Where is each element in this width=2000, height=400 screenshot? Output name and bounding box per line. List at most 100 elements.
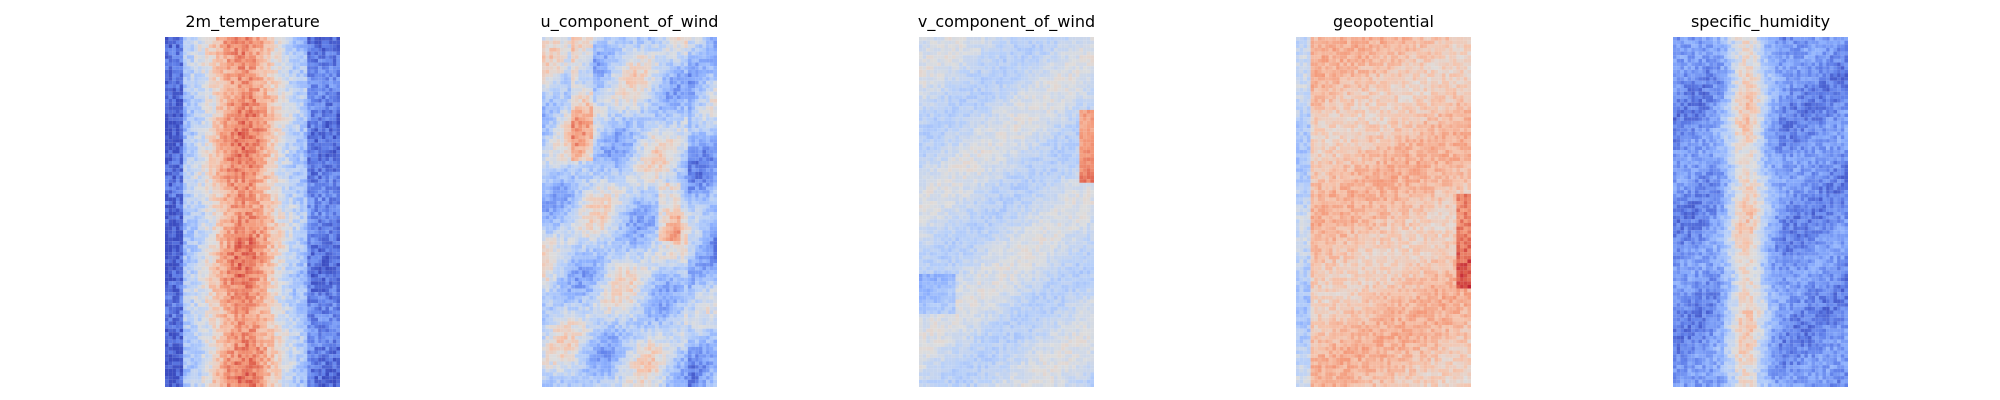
heatmap-cell [175,128,180,132]
heatmap-cell [629,62,634,67]
heatmap-cell [230,113,235,118]
heatmap-cell [165,237,169,242]
heatmap-cell [256,69,260,74]
heatmap-cell [248,168,253,172]
heatmap-cell [234,376,238,380]
heatmap-cell [168,197,173,202]
heatmap-cell [270,299,275,304]
heatmap-cell [172,62,176,67]
heatmap-cell [175,55,180,59]
heatmap-cell [219,135,224,140]
heatmap-cell [274,357,279,362]
heatmap-cell [223,175,228,180]
heatmap-cell [318,117,322,121]
heatmap-cell [307,124,311,129]
heatmap-cell [237,102,242,107]
heatmap-cell [296,197,300,202]
heatmap-cell [194,332,198,337]
heatmap-cell [585,40,590,45]
heatmap-cell [175,95,180,100]
heatmap-cell [223,332,228,337]
heatmap-cell [314,55,319,59]
heatmap-cell [263,273,268,278]
heatmap-cell [208,197,213,202]
heatmap-cell [285,40,290,45]
heatmap-cell [329,226,333,231]
heatmap-cell [285,237,290,242]
heatmap-cell [706,55,710,59]
heatmap-cell [186,376,191,380]
heatmap-cell [172,255,176,260]
heatmap-cell [168,164,173,169]
heatmap-cell [314,376,319,380]
heatmap-cell [183,226,187,231]
heatmap-cell [186,354,191,358]
heatmap-cell [194,150,198,154]
heatmap-cell [212,117,217,121]
heatmap-cell [303,339,308,344]
heatmap-cell [223,124,228,129]
heatmap-cell [205,212,209,216]
heatmap-cell [245,339,249,344]
heatmap-cell [226,321,231,326]
heatmap-cell [288,365,293,369]
heatmap-cell [299,383,304,387]
heatmap-cell [237,208,242,213]
heatmap-cell [256,91,260,96]
heatmap-cell [205,230,209,234]
heatmap-cell [329,335,333,340]
heatmap-cell [329,84,333,89]
heatmap-cell [241,157,246,162]
heatmap-cell [205,350,209,355]
heatmap-cell [175,179,180,183]
heatmap-cell [281,325,286,329]
heatmap-cell [230,69,235,74]
heatmap-cell [263,263,268,267]
heatmap-cell [329,314,333,318]
heatmap-cell [325,212,330,216]
heatmap-cell [234,332,238,337]
heatmap-cell [256,248,260,253]
heatmap-cell [223,179,228,183]
heatmap-cell [278,255,282,260]
heatmap-cell [329,37,333,41]
heatmap-cell [194,153,198,158]
heatmap-cell [259,354,264,358]
heatmap-cell [197,215,202,220]
heatmap-cell [713,37,717,41]
heatmap-cell [172,142,176,147]
heatmap-cell [245,44,249,48]
heatmap-cell [278,273,282,278]
heatmap-cell [190,365,195,369]
heatmap-cell [183,314,187,318]
heatmap-cell [216,379,220,384]
heatmap-cell [230,117,235,121]
heatmap-cell [321,343,326,347]
heatmap-cell [165,354,169,358]
heatmap-cell [194,306,198,311]
heatmap-cell [325,91,330,96]
heatmap-cell [303,47,308,52]
heatmap-cell [234,135,238,140]
heatmap-cell [248,106,253,110]
heatmap-cell [223,361,228,366]
heatmap-cell [259,339,264,344]
heatmap-cell [216,208,220,213]
heatmap-cell [307,171,311,176]
heatmap-cell [216,44,220,48]
heatmap-cell [292,215,297,220]
heatmap-cell [285,303,290,307]
heatmap-cell [197,376,202,380]
heatmap-cell [622,37,626,41]
panel-2m-temperature: 2m_temperature [165,0,340,400]
heatmap-cell [296,109,300,114]
heatmap-cell [252,84,257,89]
heatmap-cell [216,277,220,282]
heatmap-cell [219,142,224,147]
heatmap-cell [329,40,333,45]
heatmap-cell [172,248,176,253]
heatmap-cell [278,117,282,121]
heatmap-cell [248,273,253,278]
heatmap-cell [186,66,191,70]
heatmap-cell [248,153,253,158]
